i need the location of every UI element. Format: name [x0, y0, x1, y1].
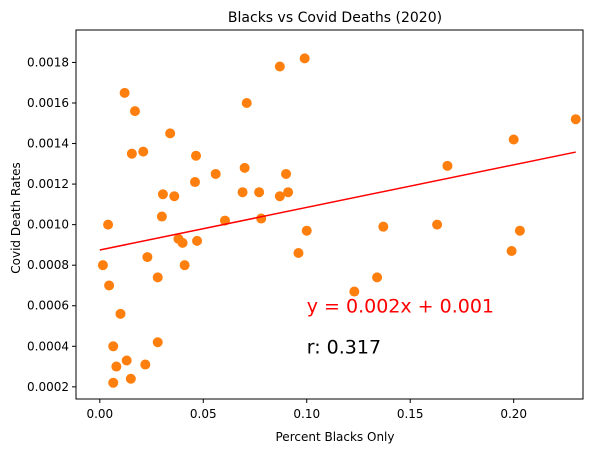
y-tick-label: 0.0018 [27, 55, 69, 69]
data-point [189, 177, 200, 188]
data-point [210, 168, 221, 179]
data-point [103, 219, 114, 230]
data-point [152, 272, 163, 283]
data-point [506, 245, 517, 256]
data-point [570, 114, 581, 125]
data-point [115, 308, 126, 319]
data-point [274, 61, 285, 72]
data-point [111, 361, 122, 372]
data-point [165, 128, 176, 139]
y-tick-label: 0.0004 [27, 339, 69, 353]
data-point [192, 235, 203, 246]
data-point [108, 377, 119, 388]
data-point [108, 341, 119, 352]
data-point [283, 187, 294, 198]
data-point [126, 148, 137, 159]
y-tick-label: 0.0014 [27, 137, 69, 151]
data-point [378, 221, 389, 232]
data-point [241, 97, 252, 108]
y-tick-label: 0.0016 [27, 96, 69, 110]
y-tick-label: 0.0008 [27, 258, 69, 272]
data-point [129, 106, 140, 117]
plot-area [75, 29, 584, 400]
x-tick-label: 0.05 [190, 407, 217, 421]
data-point [432, 219, 443, 230]
data-point [239, 162, 250, 173]
data-point [104, 280, 115, 291]
axis-ticks: 0.00 0.05 0.10 0.15 0.20 0.0002 0.0004 0.0006 0.… [27, 55, 527, 421]
data-point [140, 359, 151, 370]
x-tick-label: 0.20 [500, 407, 527, 421]
data-point [169, 191, 180, 202]
chart-title: Blacks vs Covid Deaths (2020) [228, 10, 442, 26]
regression-line [99, 151, 576, 251]
data-point [508, 134, 519, 145]
data-point [152, 337, 163, 348]
data-point [119, 87, 130, 98]
data-point [138, 146, 149, 157]
data-point [514, 225, 525, 236]
data-point [442, 160, 453, 171]
y-axis-label: Covid Death Rates [9, 162, 23, 273]
data-point [372, 272, 383, 283]
correlation-coefficient: r: 0.317 [307, 336, 381, 358]
y-tick-label: 0.0006 [27, 299, 69, 313]
data-point [301, 225, 312, 236]
y-tick-label: 0.0002 [27, 380, 69, 394]
axes-frame [75, 29, 584, 400]
data-point [274, 191, 285, 202]
data-point [254, 187, 265, 198]
x-tick-label: 0.00 [86, 407, 113, 421]
data-point [121, 355, 132, 366]
regression-equation: y = 0.002x + 0.001 [307, 296, 494, 318]
x-tick-label: 0.10 [293, 407, 320, 421]
data-point [177, 237, 188, 248]
data-point [97, 260, 108, 271]
data-point [281, 168, 292, 179]
x-axis-label: Percent Blacks Only [276, 430, 395, 444]
data-point [299, 53, 310, 64]
data-point [237, 187, 248, 198]
data-point [256, 213, 267, 224]
data-point [349, 286, 360, 297]
data-point [293, 248, 304, 259]
data-point [191, 150, 202, 161]
data-point [142, 252, 153, 263]
data-point [179, 260, 190, 271]
y-tick-label: 0.0012 [27, 177, 69, 191]
y-tick-label: 0.0010 [27, 218, 69, 232]
data-point [156, 211, 167, 222]
data-point [157, 189, 168, 200]
x-tick-label: 0.15 [397, 407, 424, 421]
data-point [125, 373, 136, 384]
